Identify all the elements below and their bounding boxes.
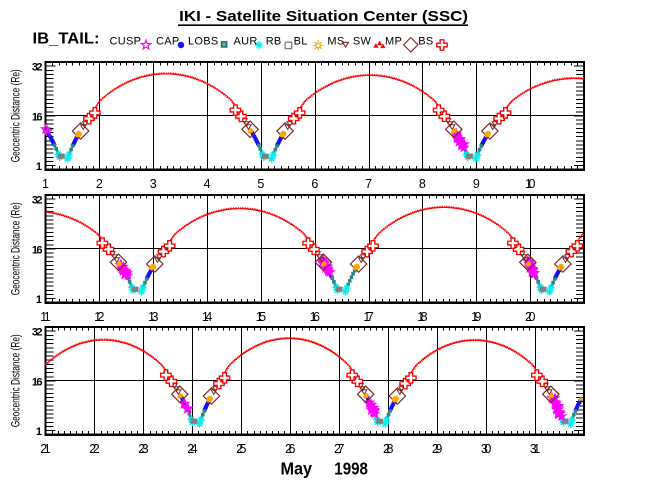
svg-text:MP: MP bbox=[385, 36, 402, 48]
svg-text:16: 16 bbox=[32, 111, 43, 123]
svg-text:32: 32 bbox=[32, 62, 43, 74]
svg-text:15: 15 bbox=[256, 310, 266, 324]
svg-text:20: 20 bbox=[525, 310, 535, 324]
svg-text:32: 32 bbox=[32, 327, 43, 339]
svg-text:26: 26 bbox=[285, 442, 295, 456]
svg-text:RB: RB bbox=[266, 36, 282, 48]
svg-text:13: 13 bbox=[148, 310, 158, 324]
svg-text:IKI - Satellite Situation Cent: IKI - Satellite Situation Center (SSC) bbox=[179, 8, 468, 25]
svg-text:1: 1 bbox=[36, 294, 42, 306]
svg-text:18: 18 bbox=[417, 310, 427, 324]
svg-text:25: 25 bbox=[236, 442, 246, 456]
svg-text:11: 11 bbox=[40, 310, 50, 324]
svg-text:10: 10 bbox=[525, 177, 535, 191]
svg-text:17: 17 bbox=[363, 310, 373, 324]
svg-text:1: 1 bbox=[36, 161, 42, 173]
svg-text:21: 21 bbox=[40, 442, 50, 456]
svg-text:12: 12 bbox=[94, 310, 104, 324]
svg-text:23: 23 bbox=[138, 442, 148, 456]
svg-text:19: 19 bbox=[471, 310, 481, 324]
svg-text:IB_TAIL:: IB_TAIL: bbox=[33, 31, 100, 48]
svg-text:BS: BS bbox=[418, 36, 433, 48]
svg-text:LOBS: LOBS bbox=[188, 36, 219, 48]
svg-text:4: 4 bbox=[204, 177, 211, 191]
svg-text:31: 31 bbox=[530, 442, 540, 456]
svg-text:30: 30 bbox=[481, 442, 491, 456]
svg-text:9: 9 bbox=[473, 177, 480, 191]
svg-text:3: 3 bbox=[150, 177, 157, 191]
svg-text:Geocentric Distance (Re): Geocentric Distance (Re) bbox=[11, 334, 23, 427]
svg-text:7: 7 bbox=[365, 177, 372, 191]
svg-text:8: 8 bbox=[419, 177, 426, 191]
svg-text:6: 6 bbox=[311, 177, 318, 191]
svg-text:29: 29 bbox=[432, 442, 442, 456]
svg-text:2: 2 bbox=[96, 177, 103, 191]
svg-text:Geocentric Distance (Re): Geocentric Distance (Re) bbox=[11, 202, 23, 295]
svg-text:14: 14 bbox=[202, 310, 212, 324]
svg-text:5: 5 bbox=[257, 177, 264, 191]
svg-text:Geocentric Distance (Re): Geocentric Distance (Re) bbox=[11, 69, 23, 162]
svg-text:27: 27 bbox=[334, 442, 344, 456]
svg-text:CAP: CAP bbox=[156, 36, 180, 48]
svg-text:BL: BL bbox=[294, 36, 308, 48]
svg-text:24: 24 bbox=[187, 442, 197, 456]
svg-text:AUR: AUR bbox=[234, 36, 258, 48]
svg-text:CUSP: CUSP bbox=[110, 36, 142, 48]
svg-text:1998: 1998 bbox=[334, 459, 368, 479]
svg-text:1: 1 bbox=[36, 426, 42, 438]
svg-text:32: 32 bbox=[32, 195, 43, 207]
svg-text:1: 1 bbox=[42, 177, 49, 191]
svg-text:22: 22 bbox=[89, 442, 99, 456]
svg-text:SW: SW bbox=[353, 36, 372, 48]
svg-text:MS: MS bbox=[327, 36, 344, 48]
svg-text:16: 16 bbox=[310, 310, 320, 324]
svg-text:28: 28 bbox=[383, 442, 393, 456]
svg-text:16: 16 bbox=[32, 376, 43, 388]
svg-text:16: 16 bbox=[32, 244, 43, 256]
svg-text:May: May bbox=[281, 459, 313, 479]
